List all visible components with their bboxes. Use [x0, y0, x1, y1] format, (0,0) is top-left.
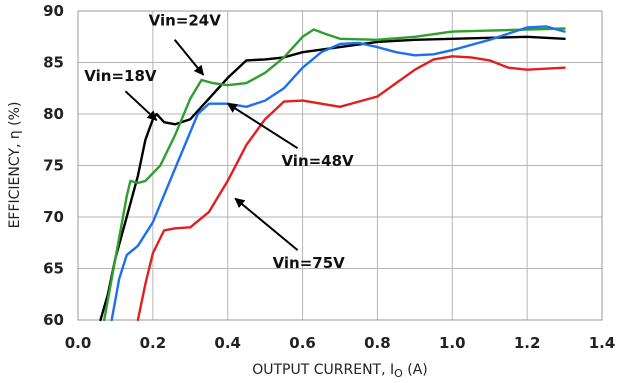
series-line-vin-75v: [136, 55, 566, 322]
x-tick-label: 1.2: [514, 334, 541, 352]
annotation-arrow: [173, 39, 205, 76]
x-tick-label: 0.0: [65, 334, 92, 352]
tick-labels: 0.0 0.2 0.4 0.6 0.8 1.0 1.2 1.4 60 65 70 75 80 85 90: [43, 2, 615, 352]
series-line-vin-24v: [102, 27, 566, 322]
y-tick-label: 65: [43, 260, 64, 278]
y-tick-label: 90: [43, 2, 64, 20]
x-axis-label-main: OUTPUT CURRENT, I: [252, 362, 394, 378]
annotation-label: Vin=18V: [84, 67, 157, 85]
x-tick-label: 0.8: [364, 334, 391, 352]
x-axis-label: OUTPUT CURRENT, IO (A): [252, 362, 428, 380]
y-axis-label: EFFICIENCY, η (%): [7, 102, 23, 229]
x-tick-label: 1.0: [439, 334, 466, 352]
x-tick-label: 0.4: [214, 334, 241, 352]
annotations-group: Vin=24V Vin=18V Vin=48V Vin=75V: [84, 12, 354, 272]
grid: [77, 10, 603, 321]
y-tick-label: 75: [43, 157, 64, 175]
y-tick-label: 70: [43, 208, 64, 226]
annotation-arrow: [234, 197, 299, 251]
plot-frame: [77, 10, 603, 321]
y-tick-label: 80: [43, 105, 64, 123]
annotation-label: Vin=75V: [273, 254, 346, 272]
x-axis-label-sub: O: [394, 367, 403, 380]
x-tick-label: 0.6: [289, 334, 316, 352]
annotation-arrow: [226, 102, 299, 150]
annotation-label: Vin=48V: [281, 152, 354, 170]
annotation-label: Vin=24V: [149, 12, 222, 30]
x-tick-label: 0.2: [140, 334, 167, 352]
series-line-vin-48v: [110, 25, 566, 322]
y-tick-label: 60: [43, 311, 64, 329]
y-tick-label: 85: [43, 54, 64, 72]
x-axis-label-unit: (A): [403, 362, 428, 378]
series-group: [99, 25, 566, 322]
x-tick-label: 1.4: [589, 334, 616, 352]
annotation-arrow: [124, 90, 158, 121]
